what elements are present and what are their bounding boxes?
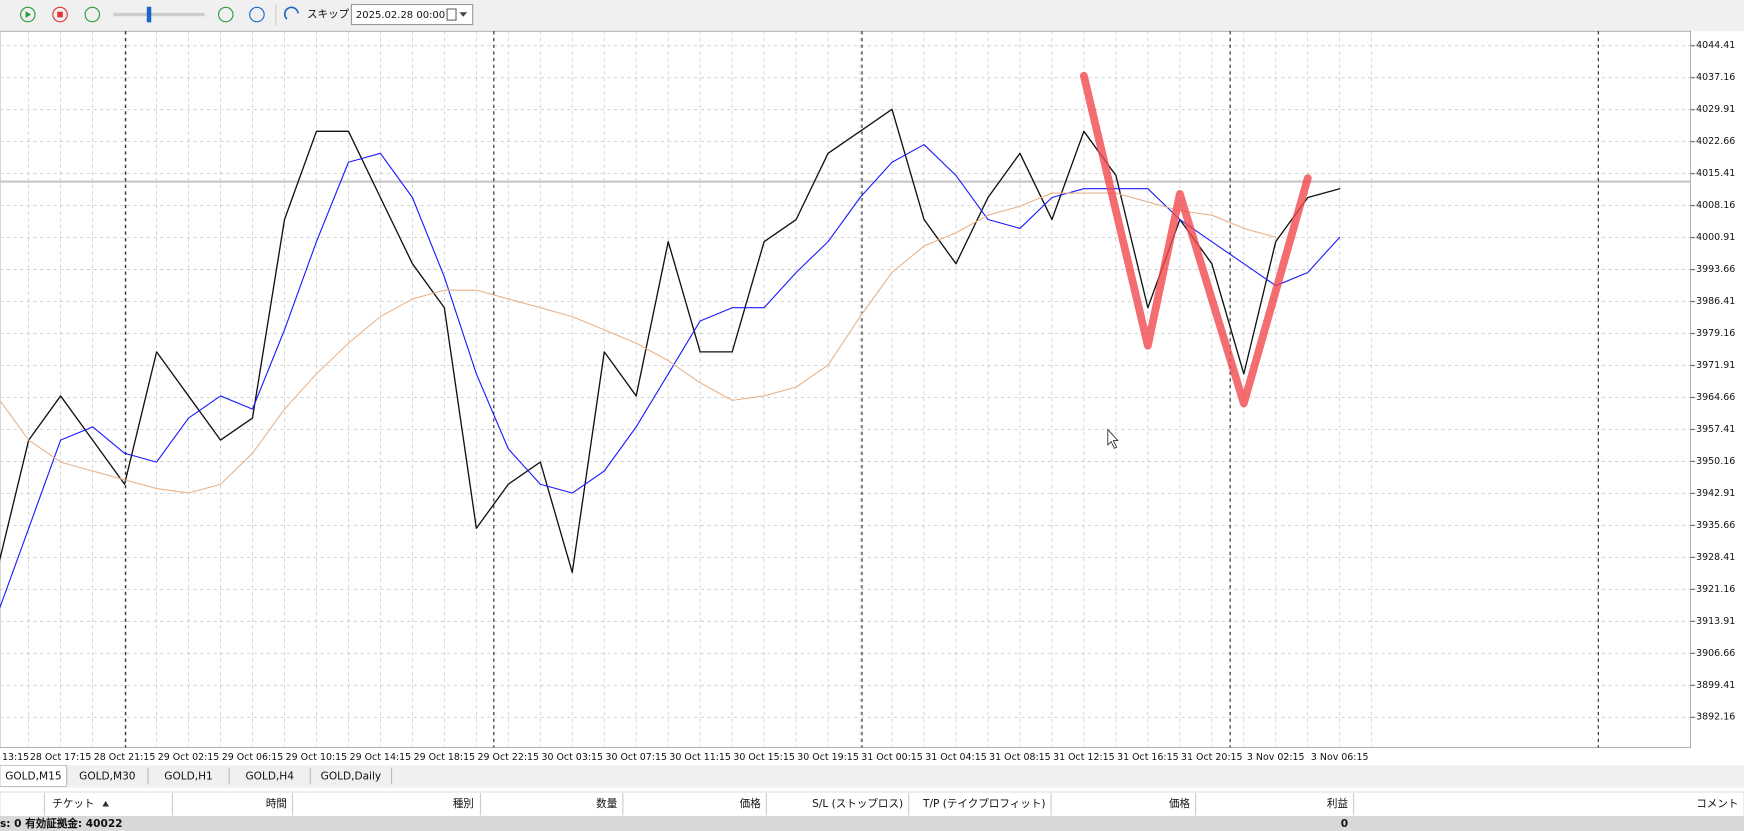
column-header[interactable]: T/P (テイクプロフィット) [922,798,1045,810]
grid [0,31,1691,748]
series-line [0,192,1277,494]
chart-tab[interactable]: GOLD,H4 [245,770,294,782]
column-header[interactable]: 利益 [1327,797,1349,810]
y-tick-label: 3913.91 [1696,616,1735,627]
period-separators [125,31,1599,748]
column-header[interactable]: 数量 [596,797,618,810]
x-tick-label: 30 Oct 15:15 [733,752,795,763]
y-tick-label: 4008.16 [1696,200,1735,211]
speed-slider[interactable] [113,12,205,17]
x-tick-label: 29 Oct 02:15 [158,752,220,763]
y-tick-label: 3921.16 [1696,584,1735,595]
plot-area [0,30,1691,748]
y-tick-label: 3942.91 [1696,488,1735,499]
y-tick-label: 3892.16 [1696,712,1735,723]
y-tick-label: 3935.66 [1696,520,1735,531]
tab-bar [0,765,1744,788]
series-line [0,108,1341,574]
dropdown-arrow [459,12,468,17]
column-header[interactable]: 価格 [740,797,762,810]
x-tick-label: 29 Oct 06:15 [222,752,284,763]
series-line [0,144,1341,609]
slider-thumb[interactable] [146,6,152,23]
y-tick-label: 3964.66 [1696,392,1735,403]
y-tick-label: 3971.91 [1696,360,1735,371]
y-tick-label: 3950.16 [1696,456,1735,467]
y-tick-label: 4022.66 [1696,136,1735,147]
profit-total: 0 [1341,818,1348,830]
date-input[interactable] [350,3,474,26]
status-row [0,816,1744,831]
chart-tab[interactable]: GOLD,M30 [79,770,136,782]
column-header[interactable]: 種別 [453,797,474,810]
x-tick-label: 31 Oct 12:15 [1053,752,1115,763]
y-tick-label: 3979.16 [1696,328,1735,339]
x-tick-label: 3 Nov 06:15 [1311,752,1369,763]
y-tick-label: 4000.91 [1696,232,1735,243]
y-tick-label: 4015.41 [1696,168,1735,179]
y-tick-label: 4037.16 [1696,72,1735,83]
faster-button[interactable] [218,6,234,23]
y-tick-label: 4029.91 [1696,104,1735,115]
series-line [1079,71,1312,408]
column-header[interactable]: 時間 [266,798,287,810]
column-header[interactable]: コメント [1696,798,1738,810]
x-tick-label: 30 Oct 11:15 [669,752,731,763]
x-tick-label: 29 Oct 10:15 [286,752,348,763]
skip-icon [283,6,299,20]
stop-icon [57,11,63,18]
x-tick-label: 30 Oct 07:15 [605,752,667,763]
slower-button[interactable] [84,6,101,23]
chart-tab[interactable]: GOLD,M15 [5,770,61,782]
x-tick-label: 28 Oct 21:15 [94,752,156,763]
mouse-cursor [1107,428,1119,449]
end-button[interactable] [249,6,265,23]
x-tick-label: 31 Oct 16:15 [1117,752,1179,763]
column-header[interactable]: 価格 [1169,797,1191,810]
x-tick-label: 29 Oct 18:15 [414,752,476,763]
y-tick-label: 3957.41 [1696,424,1735,435]
column-header[interactable]: S/L (ストップロス) [812,798,903,810]
y-tick-label: 3928.41 [1696,552,1735,563]
y-tick-label: 3899.41 [1696,680,1735,691]
x-tick-label: 30 Oct 19:15 [797,752,859,763]
x-tick-label: 29 Oct 22:15 [478,752,540,763]
x-tick-label: 31 Oct 00:15 [861,752,923,763]
y-tick-label: 4044.41 [1696,40,1735,51]
x-tick-label: 31 Oct 04:15 [925,752,987,763]
toolbar [0,0,1744,32]
chart-tab[interactable]: GOLD,H1 [164,770,212,782]
x-tick-label: 29 Oct 14:15 [350,752,412,763]
skip-button[interactable]: スキップ [307,9,350,21]
x-tick-label: 3 Nov 02:15 [1247,752,1305,763]
x-tick-label: 30 Oct 03:15 [541,752,603,763]
stop-button[interactable] [52,6,68,23]
x-tick-label: 28 Oct 17:15 [30,752,92,763]
calendar-icon[interactable] [446,8,457,21]
y-tick-label: 3993.66 [1696,264,1735,275]
x-tick-label: 13:15 [2,752,29,763]
chart-tab[interactable]: GOLD,Daily [321,770,382,782]
play-icon [25,11,32,18]
y-tick-label: 3906.66 [1696,648,1735,659]
date-value: 2025.02.28 00:00 [356,10,445,21]
x-tick-label: 31 Oct 08:15 [989,752,1051,763]
status-text: s: 0 有効証拠金: 40022 [0,817,123,830]
play-button[interactable] [20,6,36,23]
column-header[interactable]: チケット [52,798,94,810]
sort-arrow [102,800,109,807]
x-tick-label: 31 Oct 20:15 [1181,752,1243,763]
y-tick-label: 3986.41 [1696,296,1735,307]
